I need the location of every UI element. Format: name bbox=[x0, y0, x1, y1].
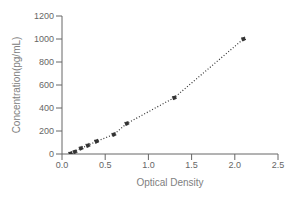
svg-text:1.0: 1.0 bbox=[142, 160, 155, 170]
svg-text:0.0: 0.0 bbox=[56, 160, 69, 170]
svg-text:2.0: 2.0 bbox=[229, 160, 242, 170]
svg-text:1200: 1200 bbox=[34, 11, 54, 21]
svg-text:2.5: 2.5 bbox=[272, 160, 285, 170]
svg-text:0.5: 0.5 bbox=[99, 160, 112, 170]
svg-text:1.5: 1.5 bbox=[185, 160, 198, 170]
svg-text:800: 800 bbox=[39, 57, 54, 67]
svg-text:1000: 1000 bbox=[34, 34, 54, 44]
svg-text:Concentration(pg/mL): Concentration(pg/mL) bbox=[11, 37, 22, 134]
svg-text:Optical Density: Optical Density bbox=[136, 177, 203, 188]
svg-text:400: 400 bbox=[39, 103, 54, 113]
svg-text:0: 0 bbox=[49, 149, 54, 159]
svg-text:600: 600 bbox=[39, 80, 54, 90]
svg-text:200: 200 bbox=[39, 126, 54, 136]
